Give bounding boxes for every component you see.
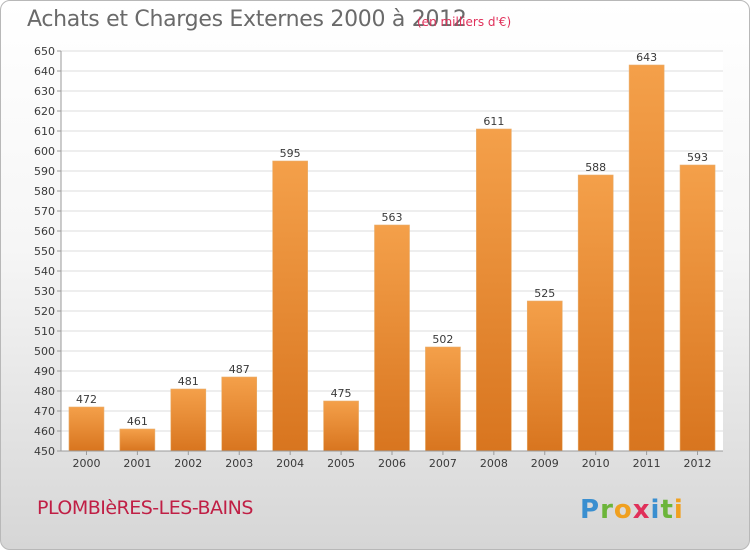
- y-tick-label: 470: [34, 405, 55, 418]
- x-tick-label: 2012: [684, 457, 712, 470]
- bar: [221, 376, 258, 452]
- bar: [476, 128, 512, 452]
- chart-title: Achats et Charges Externes 2000 à 2012: [27, 7, 467, 32]
- y-tick-label: 490: [34, 365, 55, 378]
- y-tick-label: 560: [34, 225, 55, 238]
- bar: [577, 174, 614, 452]
- data-label: 472: [76, 393, 97, 406]
- data-label: 593: [687, 151, 708, 164]
- x-tick-label: 2001: [123, 457, 151, 470]
- data-label: 588: [585, 161, 606, 174]
- y-tick-label: 450: [34, 445, 55, 458]
- bar: [68, 406, 105, 452]
- y-tick-label: 500: [34, 345, 55, 358]
- data-label: 525: [534, 287, 555, 300]
- y-tick-label: 520: [34, 305, 55, 318]
- y-tick-label: 640: [34, 65, 55, 78]
- commune-name: PLOMBIèRES-LES-BAINS: [37, 497, 253, 519]
- bar: [628, 64, 665, 452]
- bar: [374, 224, 410, 452]
- x-tick-label: 2011: [633, 457, 661, 470]
- bar: [425, 346, 461, 452]
- y-tick-label: 630: [34, 85, 55, 98]
- data-label: 563: [382, 211, 403, 224]
- proxiti-logo: Proxiti: [580, 495, 684, 525]
- y-tick-label: 540: [34, 265, 55, 278]
- svg-text:Proxiti: Proxiti: [580, 495, 684, 525]
- data-label: 475: [331, 387, 352, 400]
- x-tick-label: 2002: [174, 457, 202, 470]
- bar: [526, 300, 563, 452]
- bar: [679, 164, 716, 452]
- data-label: 595: [280, 147, 301, 160]
- chart-subtitle: (en milliers d'€): [417, 15, 512, 29]
- y-tick-label: 530: [34, 285, 55, 298]
- y-tick-label: 480: [34, 385, 55, 398]
- y-tick-label: 650: [34, 45, 55, 58]
- data-label: 643: [636, 51, 657, 64]
- x-tick-label: 2005: [327, 457, 355, 470]
- y-tick-label: 460: [34, 425, 55, 438]
- y-tick-label: 620: [34, 105, 55, 118]
- data-label: 611: [483, 115, 504, 128]
- x-tick-label: 2007: [429, 457, 457, 470]
- x-tick-label: 2010: [582, 457, 610, 470]
- bar: [170, 388, 207, 452]
- data-label: 481: [178, 375, 199, 388]
- data-label: 461: [127, 415, 148, 428]
- y-tick-label: 570: [34, 205, 55, 218]
- x-tick-label: 2000: [72, 457, 100, 470]
- y-tick-label: 600: [34, 145, 55, 158]
- bar: [119, 428, 156, 452]
- y-tick-label: 550: [34, 245, 55, 258]
- y-tick-label: 610: [34, 125, 55, 138]
- x-tick-label: 2006: [378, 457, 406, 470]
- bar: [272, 160, 308, 452]
- y-tick-label: 580: [34, 185, 55, 198]
- bar: [323, 400, 359, 452]
- data-label: 502: [432, 333, 453, 346]
- x-tick-label: 2003: [225, 457, 253, 470]
- y-tick-label: 590: [34, 165, 55, 178]
- data-label: 487: [229, 363, 250, 376]
- x-tick-label: 2008: [480, 457, 508, 470]
- x-tick-label: 2004: [276, 457, 304, 470]
- x-tick-label: 2009: [531, 457, 559, 470]
- y-tick-label: 510: [34, 325, 55, 338]
